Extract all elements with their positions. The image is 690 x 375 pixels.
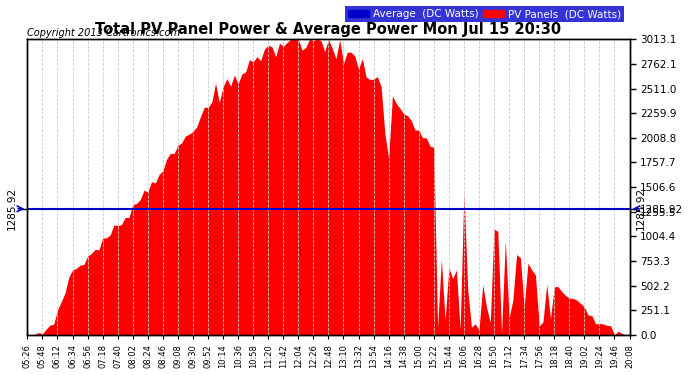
Title: Total PV Panel Power & Average Power Mon Jul 15 20:30: Total PV Panel Power & Average Power Mon… [95,22,562,37]
Text: 1285.92: 1285.92 [635,187,646,230]
Legend: Average  (DC Watts), PV Panels  (DC Watts): Average (DC Watts), PV Panels (DC Watts) [345,6,624,22]
Text: Copyright 2013 Cartronics.com: Copyright 2013 Cartronics.com [28,28,180,38]
